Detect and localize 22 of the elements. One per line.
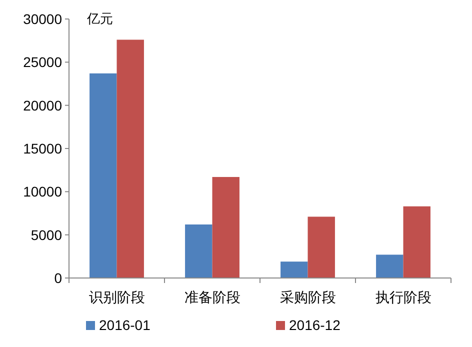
y-tick-label: 5000 xyxy=(30,226,62,243)
legend-label: 2016-01 xyxy=(99,317,151,333)
x-tick-label: 准备阶段 xyxy=(184,289,240,305)
y-tick-label: 10000 xyxy=(23,184,62,200)
y-tick-label: 25000 xyxy=(23,54,62,70)
x-tick-label: 识别阶段 xyxy=(88,289,145,305)
bar xyxy=(376,254,404,278)
y-tick-label: 0 xyxy=(54,270,62,286)
x-tick-label: 采购阶段 xyxy=(280,289,336,305)
bar xyxy=(308,216,335,278)
y-tick-label: 15000 xyxy=(23,140,62,156)
bar xyxy=(403,206,430,278)
bar xyxy=(280,262,308,278)
bar xyxy=(90,73,117,278)
bar xyxy=(212,176,240,278)
bar xyxy=(185,224,212,278)
legend-label: 2016-12 xyxy=(289,317,341,333)
x-tick-label: 执行阶段 xyxy=(375,289,432,305)
y-tick-label: 20000 xyxy=(23,97,62,114)
y-axis-title: 亿元 xyxy=(86,11,113,26)
y-tick-label: 30000 xyxy=(23,11,62,27)
bar xyxy=(116,40,144,278)
